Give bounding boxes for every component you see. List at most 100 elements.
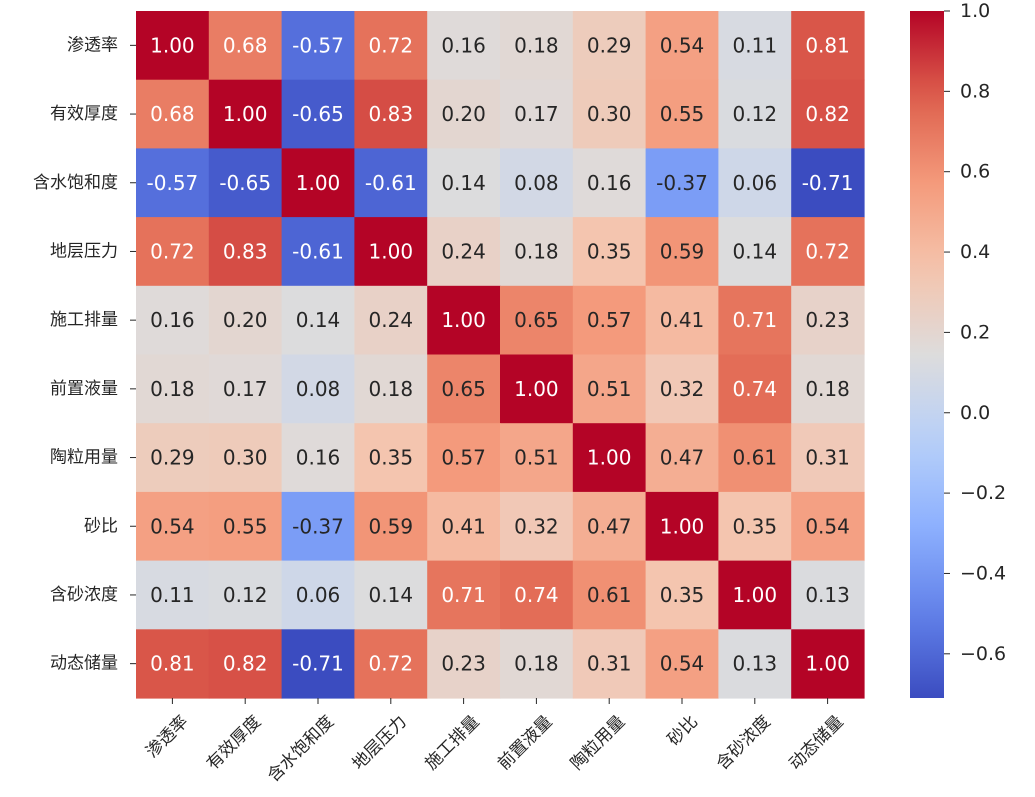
heatmap-cell-r3-c2 <box>281 217 355 287</box>
cell-value-r5-c2: 0.08 <box>296 377 341 401</box>
heatmap-cell-r8-c3 <box>354 560 428 630</box>
heatmap-cell-r3-c1 <box>208 217 283 287</box>
colorbar: 1.0 0.8 0.6 0.4 0.2 0.0 −0.2 −0.4 −0.6 <box>910 0 1006 698</box>
cell-value-r6-c3: 0.35 <box>369 446 414 470</box>
heatmap-cell-r4-c0 <box>136 285 210 356</box>
cell-value-r5-c1: 0.17 <box>223 377 268 401</box>
heatmap-cell-r9-c2 <box>281 629 355 699</box>
heatmap-cell-r2-c5 <box>500 148 574 218</box>
heatmap-cell-r7-c2 <box>281 491 355 562</box>
cell-value-r8-c3: 0.14 <box>369 583 414 607</box>
heatmap-cell-r7-c6 <box>572 491 647 562</box>
y-tick-label-2: 含水饱和度 <box>33 173 118 193</box>
cell-value-r2-c6: 0.16 <box>587 171 632 195</box>
cell-value-r5-c6: 0.51 <box>587 377 632 401</box>
cell-value-r9-c4: 0.23 <box>441 652 486 676</box>
cell-value-r2-c5: 0.08 <box>514 171 559 195</box>
cell-value-r1-c9: 0.82 <box>805 102 850 126</box>
x-tick-label-4: 施工排量 <box>421 712 483 774</box>
x-tick-label-5: 前置液量 <box>494 712 556 774</box>
heatmap-cell-r0-c6 <box>572 11 647 81</box>
heatmap-cell-r8-c4 <box>427 560 501 630</box>
y-tick-label-4: 施工排量 <box>50 310 118 330</box>
cell-value-r6-c4: 0.57 <box>441 446 486 470</box>
heatmap-cell-r6-c2 <box>281 423 355 493</box>
heatmap-cell-r9-c7 <box>645 629 719 699</box>
x-tick-label-3: 地层压力 <box>349 712 411 774</box>
heatmap-cell-r9-c3 <box>354 629 428 699</box>
heatmap-cell-r2-c0 <box>136 148 210 218</box>
cell-value-r8-c0: 0.11 <box>150 583 195 607</box>
cell-value-r4-c5: 0.65 <box>514 308 559 332</box>
heatmap-cell-r2-c2 <box>281 148 355 218</box>
cell-value-r2-c1: -0.65 <box>219 171 271 195</box>
x-tick-label-1: 有效厚度 <box>203 712 265 774</box>
cell-value-r9-c9: 1.00 <box>805 652 850 676</box>
heatmap-cell-r8-c2 <box>281 560 355 630</box>
cell-value-r4-c3: 0.24 <box>369 308 414 332</box>
y-tick-label-8: 含砂浓度 <box>50 585 118 605</box>
heatmap-cell-r9-c1 <box>208 629 283 699</box>
heatmap-cell-r2-c7 <box>645 148 719 218</box>
cell-value-r3-c8: 0.14 <box>733 239 778 263</box>
heatmap-cell-r9-c4 <box>427 629 501 699</box>
heatmap-cell-r1-c3 <box>354 79 428 149</box>
heatmap-cell-r5-c4 <box>427 354 501 424</box>
y-tick-label-0: 渗透率 <box>67 35 118 55</box>
heatmap-cell-r2-c9 <box>791 148 865 218</box>
heatmap-cells: 1.00 0.68 -0.57 0.72 0.16 0.18 0.29 0.54 0.11 0.8… <box>136 11 865 699</box>
heatmap-cell-r8-c0 <box>136 560 210 630</box>
cell-value-r5-c3: 0.18 <box>369 377 414 401</box>
heatmap-cell-r8-c8 <box>718 560 792 630</box>
x-tick-label-8: 含砂浓度 <box>713 712 775 774</box>
x-tick-label-9: 动态储量 <box>785 712 847 774</box>
cell-value-r9-c2: -0.71 <box>292 652 344 676</box>
heatmap-cell-r5-c7 <box>645 354 719 424</box>
cell-value-r0-c1: 0.68 <box>223 33 268 57</box>
heatmap-cell-r6-c5 <box>500 423 574 493</box>
heatmap-cell-r1-c7 <box>645 79 719 149</box>
heatmap-cell-r8-c1 <box>208 560 283 630</box>
cell-value-r3-c0: 0.72 <box>150 239 195 263</box>
cell-value-r9-c8: 0.13 <box>733 652 778 676</box>
cell-value-r2-c8: 0.06 <box>733 171 778 195</box>
colorbar-tick-label-8: −0.6 <box>960 643 1006 665</box>
cell-value-r3-c2: -0.61 <box>292 239 344 263</box>
cell-value-r0-c2: -0.57 <box>292 33 344 57</box>
colorbar-gradient <box>910 11 944 698</box>
cell-value-r8-c4: 0.71 <box>441 583 486 607</box>
heatmap-cell-r7-c4 <box>427 491 501 562</box>
cell-value-r3-c1: 0.83 <box>223 239 268 263</box>
heatmap-cell-r0-c9 <box>791 11 865 81</box>
heatmap-cell-r6-c4 <box>427 423 501 493</box>
y-tick-label-9: 动态储量 <box>50 654 118 674</box>
heatmap-cell-r7-c7 <box>645 491 719 562</box>
heatmap-cell-r0-c7 <box>645 11 719 81</box>
cell-value-r9-c0: 0.81 <box>150 652 195 676</box>
heatmap-cell-r3-c9 <box>791 217 865 287</box>
cell-value-r9-c5: 0.18 <box>514 652 559 676</box>
cell-value-r9-c7: 0.54 <box>660 652 705 676</box>
colorbar-tick-label-5: 0.0 <box>960 402 990 424</box>
cell-value-r7-c6: 0.47 <box>587 514 632 538</box>
x-tick-label-0: 渗透率 <box>142 712 192 762</box>
heatmap-cell-r6-c8 <box>718 423 792 493</box>
cell-value-r7-c8: 0.35 <box>733 514 778 538</box>
heatmap-cell-r2-c6 <box>572 148 647 218</box>
heatmap-cell-r3-c4 <box>427 217 501 287</box>
cell-value-r1-c3: 0.83 <box>369 102 414 126</box>
cell-value-r1-c5: 0.17 <box>514 102 559 126</box>
heatmap-cell-r0-c0 <box>136 11 210 81</box>
heatmap-cell-r9-c8 <box>718 629 792 699</box>
cell-value-r4-c6: 0.57 <box>587 308 632 332</box>
cell-value-r6-c8: 0.61 <box>733 446 778 470</box>
cell-value-r5-c5: 1.00 <box>514 377 559 401</box>
heatmap-cell-r4-c8 <box>718 285 792 356</box>
cell-value-r4-c7: 0.41 <box>660 308 705 332</box>
cell-value-r4-c1: 0.20 <box>223 308 268 332</box>
heatmap-cell-r8-c9 <box>791 560 865 630</box>
cell-value-r0-c0: 1.00 <box>150 33 195 57</box>
heatmap-cell-r6-c7 <box>645 423 719 493</box>
cell-value-r6-c1: 0.30 <box>223 446 268 470</box>
cell-value-r5-c0: 0.18 <box>150 377 195 401</box>
